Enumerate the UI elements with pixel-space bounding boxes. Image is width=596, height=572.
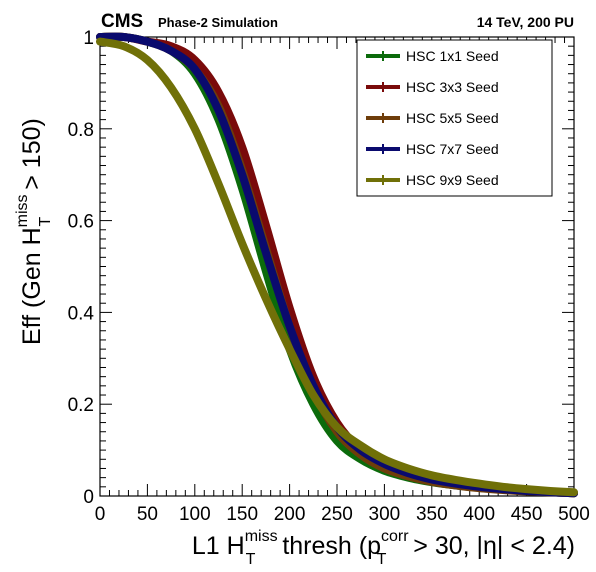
y-axis-label: Eff (Gen Hmiss T > 150) bbox=[14, 118, 54, 345]
y-tick-label: 0 bbox=[83, 487, 94, 508]
y-tick-label: 0.8 bbox=[68, 120, 94, 141]
legend: HSC 1x1 Seed HSC 3x3 Seed HSC 5x5 Seed HSC … bbox=[356, 39, 553, 197]
curves bbox=[96, 32, 578, 498]
legend-label: HSC 9x9 Seed bbox=[406, 172, 499, 188]
simulation-label: Phase-2 Simulation bbox=[158, 15, 278, 30]
x-tick-label: 50 bbox=[137, 504, 158, 525]
legend-label: HSC 3x3 Seed bbox=[406, 79, 499, 95]
x-tick-label: 200 bbox=[274, 504, 306, 525]
conditions-label: 14 TeV, 200 PU bbox=[477, 14, 574, 30]
y-axis-label-group: Eff (Gen Hmiss T > 150) bbox=[14, 118, 54, 345]
x-tick-label: 450 bbox=[511, 504, 543, 525]
x-tick-label: 300 bbox=[369, 504, 401, 525]
x-tick-labels: 0 50 100 150 200 250 300 350 400 450 500 bbox=[95, 504, 590, 525]
x-axis-label: L1 Hmiss T thresh (pcorr T > 30, |η| < 2.4… bbox=[192, 528, 575, 568]
y-tick-label: 0.2 bbox=[68, 395, 94, 416]
x-tick-label: 500 bbox=[558, 504, 590, 525]
y-tick-labels: 0 0.2 0.4 0.6 0.8 1 bbox=[68, 28, 95, 508]
x-tick-label: 150 bbox=[226, 504, 258, 525]
y-tick-label: 1 bbox=[83, 28, 94, 49]
x-tick-label: 100 bbox=[179, 504, 211, 525]
legend-label: HSC 1x1 Seed bbox=[406, 48, 499, 64]
y-tick-label: 0.4 bbox=[68, 303, 95, 324]
x-tick-label: 250 bbox=[321, 504, 353, 525]
y-tick-label: 0.6 bbox=[68, 212, 94, 233]
legend-label: HSC 5x5 Seed bbox=[406, 110, 499, 126]
x-tick-label: 400 bbox=[463, 504, 495, 525]
legend-label: HSC 7x7 Seed bbox=[406, 141, 499, 157]
cms-label: CMS bbox=[101, 11, 143, 32]
series-line-5 bbox=[96, 37, 578, 497]
x-tick-label: 350 bbox=[416, 504, 448, 525]
x-tick-label: 0 bbox=[95, 504, 106, 525]
